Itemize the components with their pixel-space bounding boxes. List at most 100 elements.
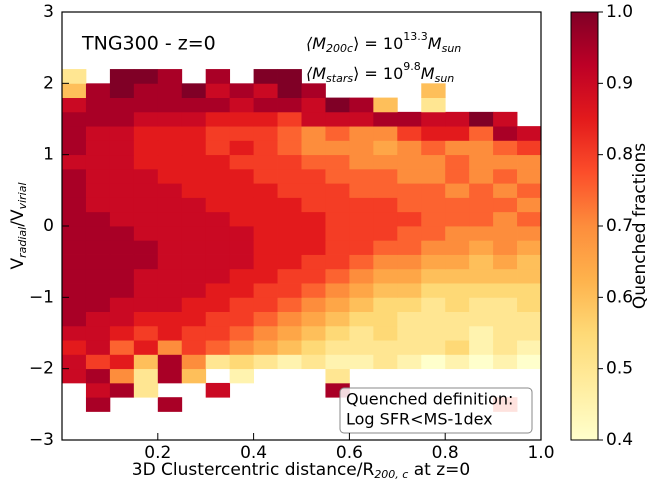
cell (229, 197, 254, 213)
cell (109, 83, 135, 98)
cell (349, 283, 374, 298)
text-part: ⟨M (306, 64, 326, 83)
cell (517, 283, 542, 298)
cell (517, 197, 542, 213)
cell (181, 283, 207, 298)
cell (493, 197, 518, 213)
cell (277, 140, 302, 156)
cell (301, 254, 326, 270)
cell (373, 254, 398, 270)
cell (421, 240, 446, 255)
cell (253, 211, 278, 227)
cell (421, 140, 446, 156)
cell (62, 154, 87, 170)
colorbar-tick-label: 0.9 (606, 73, 633, 93)
cell (157, 325, 183, 341)
cell (517, 168, 542, 184)
cell (133, 126, 159, 141)
cell (349, 226, 374, 241)
text-part: stars (326, 72, 353, 85)
cell (397, 211, 422, 227)
cell (325, 240, 350, 255)
cell (445, 311, 470, 327)
cell (469, 240, 494, 255)
cell (109, 240, 135, 255)
cell (397, 340, 422, 355)
cell (469, 325, 494, 341)
cell (277, 197, 302, 213)
cell (517, 140, 542, 156)
cell (109, 340, 135, 355)
cell (421, 354, 446, 370)
cell (469, 168, 494, 184)
y-axis-label: Vradial/Vvirial (8, 182, 29, 269)
cell (373, 340, 398, 355)
cell (85, 368, 111, 384)
cell (421, 268, 446, 284)
cell (517, 311, 542, 327)
cell (469, 311, 494, 327)
cell (301, 83, 326, 98)
text-part: 9.8 (403, 60, 421, 73)
cell (157, 368, 183, 384)
cell (133, 183, 159, 198)
cell (493, 340, 518, 355)
y-tick-label: 0 (43, 216, 54, 236)
cell (133, 168, 159, 184)
cell (493, 226, 518, 241)
cell (109, 354, 135, 370)
cell (445, 340, 470, 355)
cell (109, 297, 135, 312)
cell (517, 297, 542, 312)
text-part: ⟩ = 10 (353, 34, 403, 53)
cell (253, 240, 278, 255)
cell (493, 325, 518, 341)
cell (181, 97, 207, 113)
cell (397, 283, 422, 298)
cell (493, 254, 518, 270)
cell (301, 240, 326, 255)
cell (349, 140, 374, 156)
cell (85, 254, 111, 270)
cell (62, 183, 87, 198)
cell (85, 126, 111, 141)
cell (229, 97, 254, 113)
cell (62, 283, 87, 298)
cell (157, 211, 183, 227)
text-part: 13.3 (403, 30, 428, 43)
cell (445, 183, 470, 198)
cell (229, 340, 254, 355)
halo-mass-label: ⟨M200c⟩ = 1013.3Msun (306, 30, 461, 55)
cell (229, 183, 254, 198)
cell (62, 168, 87, 184)
cell (373, 154, 398, 170)
cell (349, 111, 374, 127)
cell (277, 111, 302, 127)
definition-line: Quenched definition: (346, 390, 513, 409)
cell (253, 154, 278, 170)
cell (62, 126, 87, 141)
cell (229, 154, 254, 170)
cell (109, 226, 135, 241)
cell (181, 211, 207, 227)
cell (493, 283, 518, 298)
cell (85, 226, 111, 241)
cell (109, 111, 135, 127)
cell (469, 226, 494, 241)
cell (133, 340, 159, 355)
cell (157, 254, 183, 270)
cell (85, 354, 111, 370)
cell (85, 268, 111, 284)
cell (517, 183, 542, 198)
cell (277, 354, 302, 370)
cell (62, 226, 87, 241)
stellar-mass-label: ⟨Mstars⟩ = 109.8Msun (306, 60, 454, 85)
cell (85, 297, 111, 312)
cell (253, 140, 278, 156)
cell (157, 140, 183, 156)
cell (109, 325, 135, 341)
title: TNG300 - z=0 (81, 33, 216, 55)
cell (349, 268, 374, 284)
cell (325, 340, 350, 355)
cell (325, 268, 350, 284)
